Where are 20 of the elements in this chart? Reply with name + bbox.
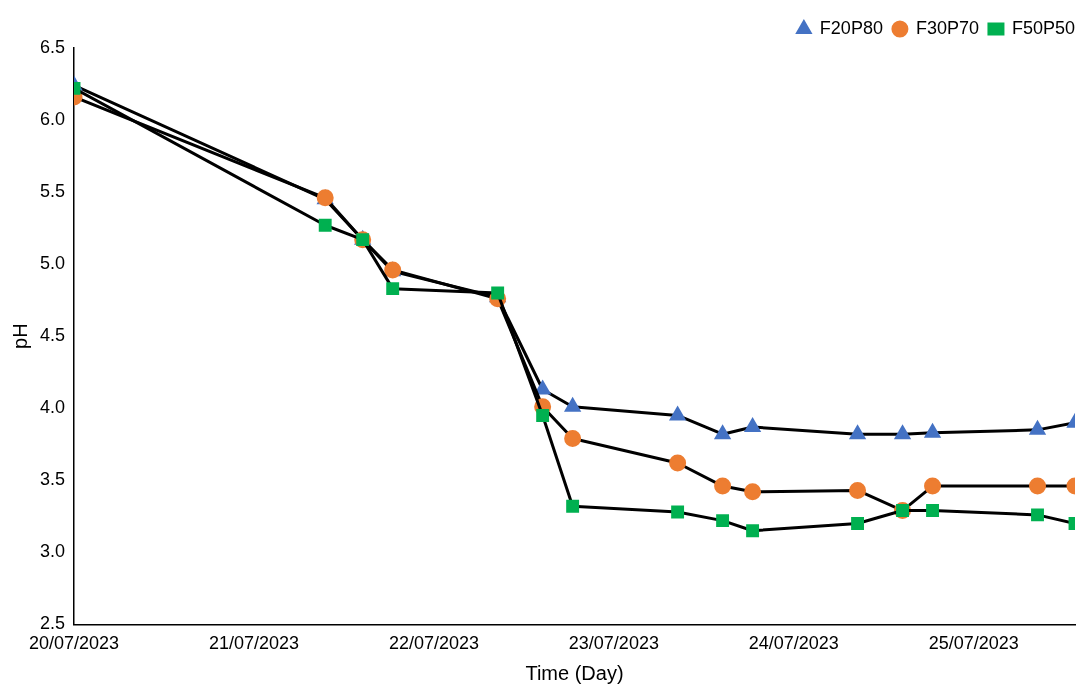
x-tick-label: 23/07/2023 [568,633,659,654]
legend-label: F20P80 [819,17,883,38]
x-axis-title: Time (Day) [525,661,624,684]
x-tick-label: 20/07/2023 [28,633,120,654]
y-tick-label: 5.5 [39,181,66,202]
y-tick-label: 5.0 [39,253,66,274]
legend-label: F30P70 [915,17,979,38]
x-tick-label: 24/07/2023 [748,633,839,654]
x-tick-label: 21/07/2023 [208,633,300,654]
y-tick-label: 2.5 [39,613,66,634]
y-tick-label: 4.5 [39,325,66,346]
y-tick-label: 4.0 [39,397,66,418]
legend-label: F50P50 [1011,17,1075,38]
x-tick-label: 25/07/2023 [928,633,1019,654]
y-tick-label: 3.5 [39,469,66,490]
y-tick-label: 3.0 [39,541,66,562]
y-tick-label: 6.5 [39,36,66,57]
y-tick-label: 6.0 [39,109,66,130]
y-axis-title: pH [8,323,31,349]
x-tick-label: 22/07/2023 [388,633,479,654]
